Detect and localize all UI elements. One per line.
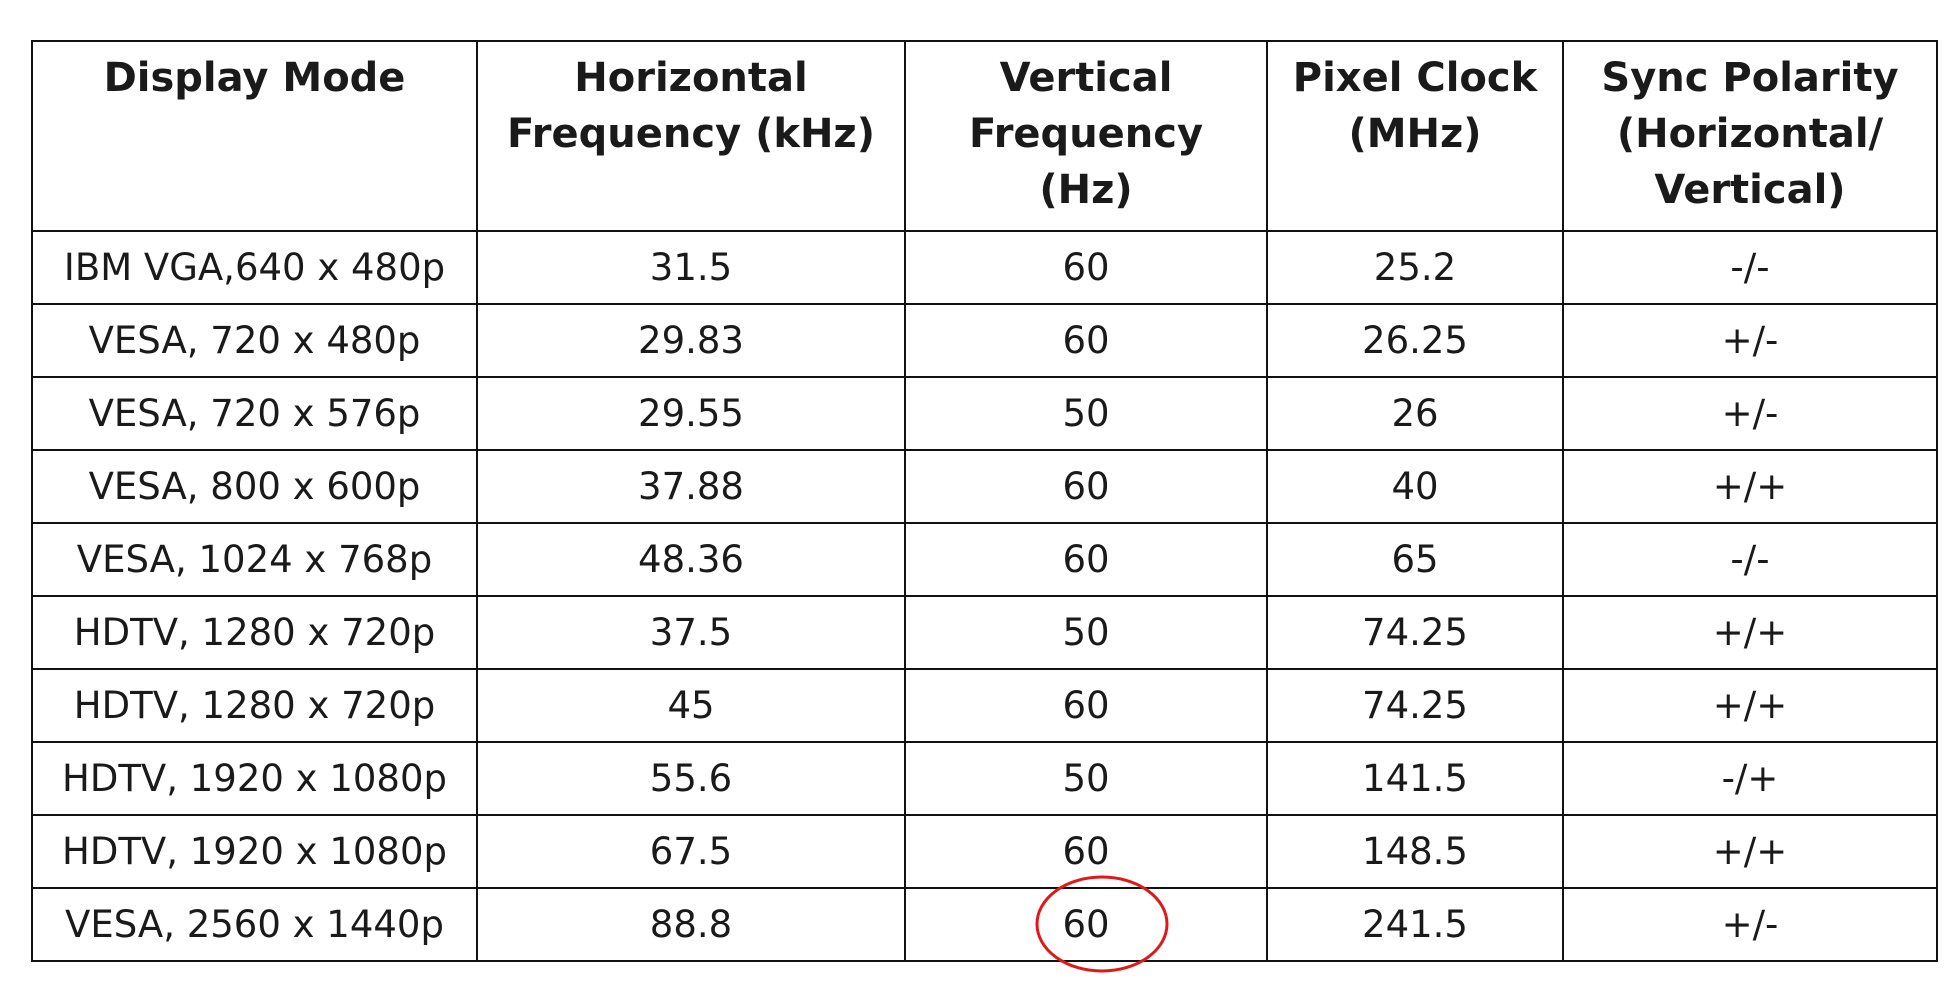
table-row: VESA, 800 x 600p 37.88 60 40 +/+ xyxy=(31,449,1938,524)
table-cell: HDTV, 1920 x 1080p xyxy=(31,741,478,816)
table-cell: +/+ xyxy=(1562,814,1938,889)
table-row: IBM VGA,640 x 480p 31.5 60 25.2 -/- xyxy=(31,230,1938,305)
table-cell: +/+ xyxy=(1562,668,1938,743)
table-cell: 40 xyxy=(1266,449,1564,524)
table-cell: 60 xyxy=(904,668,1268,743)
table-cell: 60 xyxy=(904,887,1268,962)
table-cell: HDTV, 1280 x 720p xyxy=(31,668,478,743)
table-cell: 60 xyxy=(904,814,1268,889)
table-cell: 60 xyxy=(904,230,1268,305)
table-cell: 141.5 xyxy=(1266,741,1564,816)
table-row: HDTV, 1920 x 1080p 55.6 50 141.5 -/+ xyxy=(31,741,1938,816)
table-cell: HDTV, 1280 x 720p xyxy=(31,595,478,670)
table-cell: VESA, 2560 x 1440p xyxy=(31,887,478,962)
table-cell: 25.2 xyxy=(1266,230,1564,305)
header-cell: Pixel Clock (MHz) xyxy=(1266,40,1564,232)
table-cell: 37.88 xyxy=(476,449,906,524)
header-cell: Sync Polarity (Horizontal/ Vertical) xyxy=(1562,40,1938,232)
table-cell: 74.25 xyxy=(1266,595,1564,670)
table-cell: VESA, 800 x 600p xyxy=(31,449,478,524)
table-cell: -/- xyxy=(1562,230,1938,305)
table-cell: 50 xyxy=(904,376,1268,451)
table-cell: 60 xyxy=(904,522,1268,597)
table-cell: +/- xyxy=(1562,303,1938,378)
table-cell: +/+ xyxy=(1562,595,1938,670)
table-cell: 50 xyxy=(904,741,1268,816)
table-cell: 60 xyxy=(904,449,1268,524)
table-row: HDTV, 1920 x 1080p 67.5 60 148.5 +/+ xyxy=(31,814,1938,889)
table-cell: 29.83 xyxy=(476,303,906,378)
header-cell: Display Mode xyxy=(31,40,478,232)
table-cell: 45 xyxy=(476,668,906,743)
table-row: VESA, 2560 x 1440p 88.8 60 241.5 +/- xyxy=(31,887,1938,962)
table-row: HDTV, 1280 x 720p 37.5 50 74.25 +/+ xyxy=(31,595,1938,670)
table-cell: 50 xyxy=(904,595,1268,670)
table-cell: +/- xyxy=(1562,887,1938,962)
table-cell: +/+ xyxy=(1562,449,1938,524)
header-row: Display Mode Horizontal Frequency (kHz) Ve… xyxy=(31,40,1938,232)
table-cell: 48.36 xyxy=(476,522,906,597)
table-body: IBM VGA,640 x 480p 31.5 60 25.2 -/- VESA, 720… xyxy=(31,230,1938,962)
table-cell: 65 xyxy=(1266,522,1564,597)
table-cell: 241.5 xyxy=(1266,887,1564,962)
table-cell: IBM VGA,640 x 480p xyxy=(31,230,478,305)
table-cell: 29.55 xyxy=(476,376,906,451)
header-cell: Vertical Frequency (Hz) xyxy=(904,40,1268,232)
table-cell: 74.25 xyxy=(1266,668,1564,743)
table-cell: 26.25 xyxy=(1266,303,1564,378)
display-modes-table: Display Mode Horizontal Frequency (kHz) Ve… xyxy=(31,40,1938,962)
table-cell: 67.5 xyxy=(476,814,906,889)
table-cell: -/- xyxy=(1562,522,1938,597)
table-cell: HDTV, 1920 x 1080p xyxy=(31,814,478,889)
table-cell: 31.5 xyxy=(476,230,906,305)
table-cell: 55.6 xyxy=(476,741,906,816)
table-cell: 26 xyxy=(1266,376,1564,451)
table-row: VESA, 720 x 480p 29.83 60 26.25 +/- xyxy=(31,303,1938,378)
table-cell: 37.5 xyxy=(476,595,906,670)
table-cell: 148.5 xyxy=(1266,814,1564,889)
table-cell: 60 xyxy=(904,303,1268,378)
red-circle xyxy=(1035,875,1169,973)
table-cell: +/- xyxy=(1562,376,1938,451)
table-cell: VESA, 1024 x 768p xyxy=(31,522,478,597)
header-cell: Horizontal Frequency (kHz) xyxy=(476,40,906,232)
table-cell: VESA, 720 x 480p xyxy=(31,303,478,378)
table-cell: VESA, 720 x 576p xyxy=(31,376,478,451)
table-row: VESA, 1024 x 768p 48.36 60 65 -/- xyxy=(31,522,1938,597)
table-cell: 88.8 xyxy=(476,887,906,962)
table-cell: -/+ xyxy=(1562,741,1938,816)
table-row: VESA, 720 x 576p 29.55 50 26 +/- xyxy=(31,376,1938,451)
table-row: HDTV, 1280 x 720p 45 60 74.25 +/+ xyxy=(31,668,1938,743)
